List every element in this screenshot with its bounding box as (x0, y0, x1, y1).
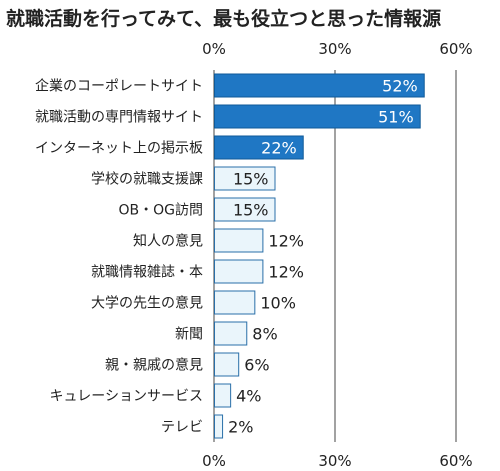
bar (214, 135, 304, 160)
bar (214, 104, 421, 129)
bar (214, 197, 276, 222)
x-tick-label-top: 60% (439, 40, 472, 58)
category-label: キュレーションサービス (50, 389, 203, 405)
value-label: 22% (261, 139, 297, 158)
bar (214, 321, 248, 346)
bar (214, 166, 276, 191)
value-label: 2% (228, 418, 253, 437)
bar (214, 290, 256, 315)
value-label: 15% (233, 201, 269, 220)
category-label: 知人の意見 (133, 233, 203, 250)
category-label: 就職情報雑誌・本 (91, 265, 203, 281)
value-label: 6% (244, 356, 269, 375)
x-tick-label-top: 0% (202, 40, 226, 58)
grid-layer (213, 70, 457, 442)
value-label: 52% (382, 77, 418, 96)
value-label: 4% (236, 387, 261, 406)
bar (214, 259, 264, 284)
value-label: 12% (268, 263, 304, 282)
category-label: インターネット上の掲示板 (35, 141, 203, 157)
bar (214, 73, 425, 98)
x-tick-label-bottom: 0% (202, 452, 226, 470)
category-label: 企業のコーポレートサイト (35, 78, 203, 95)
category-label: テレビ (161, 420, 203, 436)
x-tick-label-bottom: 60% (439, 452, 472, 470)
category-label: 親・親戚の意見 (105, 357, 203, 374)
value-label: 12% (268, 232, 304, 251)
chart-title: 就職活動を行ってみて、最も役立つと思った情報源 (6, 8, 442, 30)
category-label: 大学の先生の意見 (91, 295, 203, 312)
category-label: 学校の就職支援課 (91, 171, 203, 188)
category-label: OB・OG訪問 (119, 203, 204, 219)
bar (214, 414, 224, 439)
value-label: 15% (233, 170, 269, 189)
category-label: 就職活動の専門情報サイト (35, 110, 203, 126)
tick-layer: 0% 0% 30% 30% 60% 60% (202, 40, 473, 470)
value-label: 10% (260, 294, 296, 313)
bar-layer (214, 73, 425, 439)
x-tick-label-bottom: 30% (318, 452, 351, 470)
bar (214, 228, 264, 253)
category-label: 新聞 (175, 327, 203, 343)
value-label: 51% (378, 108, 414, 127)
bar (214, 352, 240, 377)
x-tick-label-top: 30% (318, 40, 351, 58)
value-label: 8% (252, 325, 277, 344)
label-layer: 企業のコーポレートサイト 52% 就職活動の専門情報サイト 51% インターネット上の掲… (35, 77, 418, 437)
bar (214, 383, 232, 408)
